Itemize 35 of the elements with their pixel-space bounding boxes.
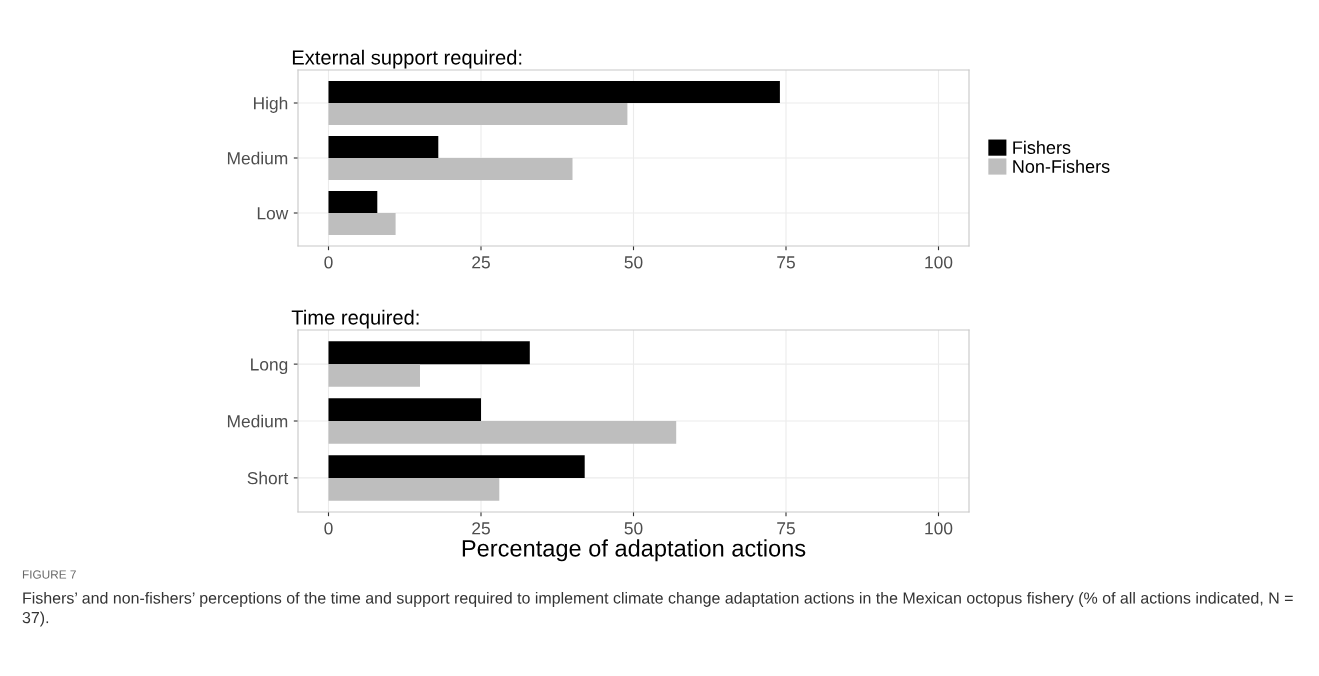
bar [328, 103, 628, 125]
bar [328, 158, 573, 180]
text: Fishers’ and non-fishers’ perceptions of the time and support required to implement climate change adaptation actions in the Mexican octopus fishery (% of all actions indicated, N = 37). [22, 592, 1293, 627]
bar [328, 364, 420, 387]
y-tick-label: Medium [227, 151, 288, 165]
bar [328, 341, 530, 365]
legend-label: Non-Fishers [1013, 159, 1110, 173]
y-tick-label: Long [251, 358, 288, 375]
bar [328, 191, 378, 213]
x-tick-label: 0 [324, 522, 333, 535]
x-tick-label: 75 [777, 522, 795, 535]
y-tick-label: Medium [227, 414, 288, 428]
x-tick-label: 50 [624, 522, 643, 535]
x-tick-label: 25 [472, 522, 490, 535]
x-axis-title: Percentage of adaptation actions [462, 539, 806, 562]
y-tick-label: Short [247, 471, 289, 485]
bar [328, 477, 500, 501]
bar [328, 421, 677, 444]
x-tick-label: 100 [925, 522, 953, 535]
legend-label: Fishers [1013, 140, 1071, 154]
x-tick-label: 100 [925, 256, 953, 269]
bar [328, 81, 780, 103]
bar [328, 136, 439, 158]
bar [328, 455, 585, 478]
x-tick-label: 0 [324, 256, 333, 269]
chart-title: External support required: [292, 49, 522, 69]
chart-title: Time required: [291, 309, 419, 329]
x-tick-label: 50 [624, 256, 643, 269]
caption: FIGURE 7 [22, 570, 76, 579]
x-tick-label: 25 [472, 256, 490, 269]
y-tick-label: High [254, 96, 288, 113]
x-tick-label: 75 [777, 256, 795, 269]
bar [328, 398, 481, 421]
bar [328, 213, 396, 235]
y-tick-label: Low [257, 207, 289, 220]
